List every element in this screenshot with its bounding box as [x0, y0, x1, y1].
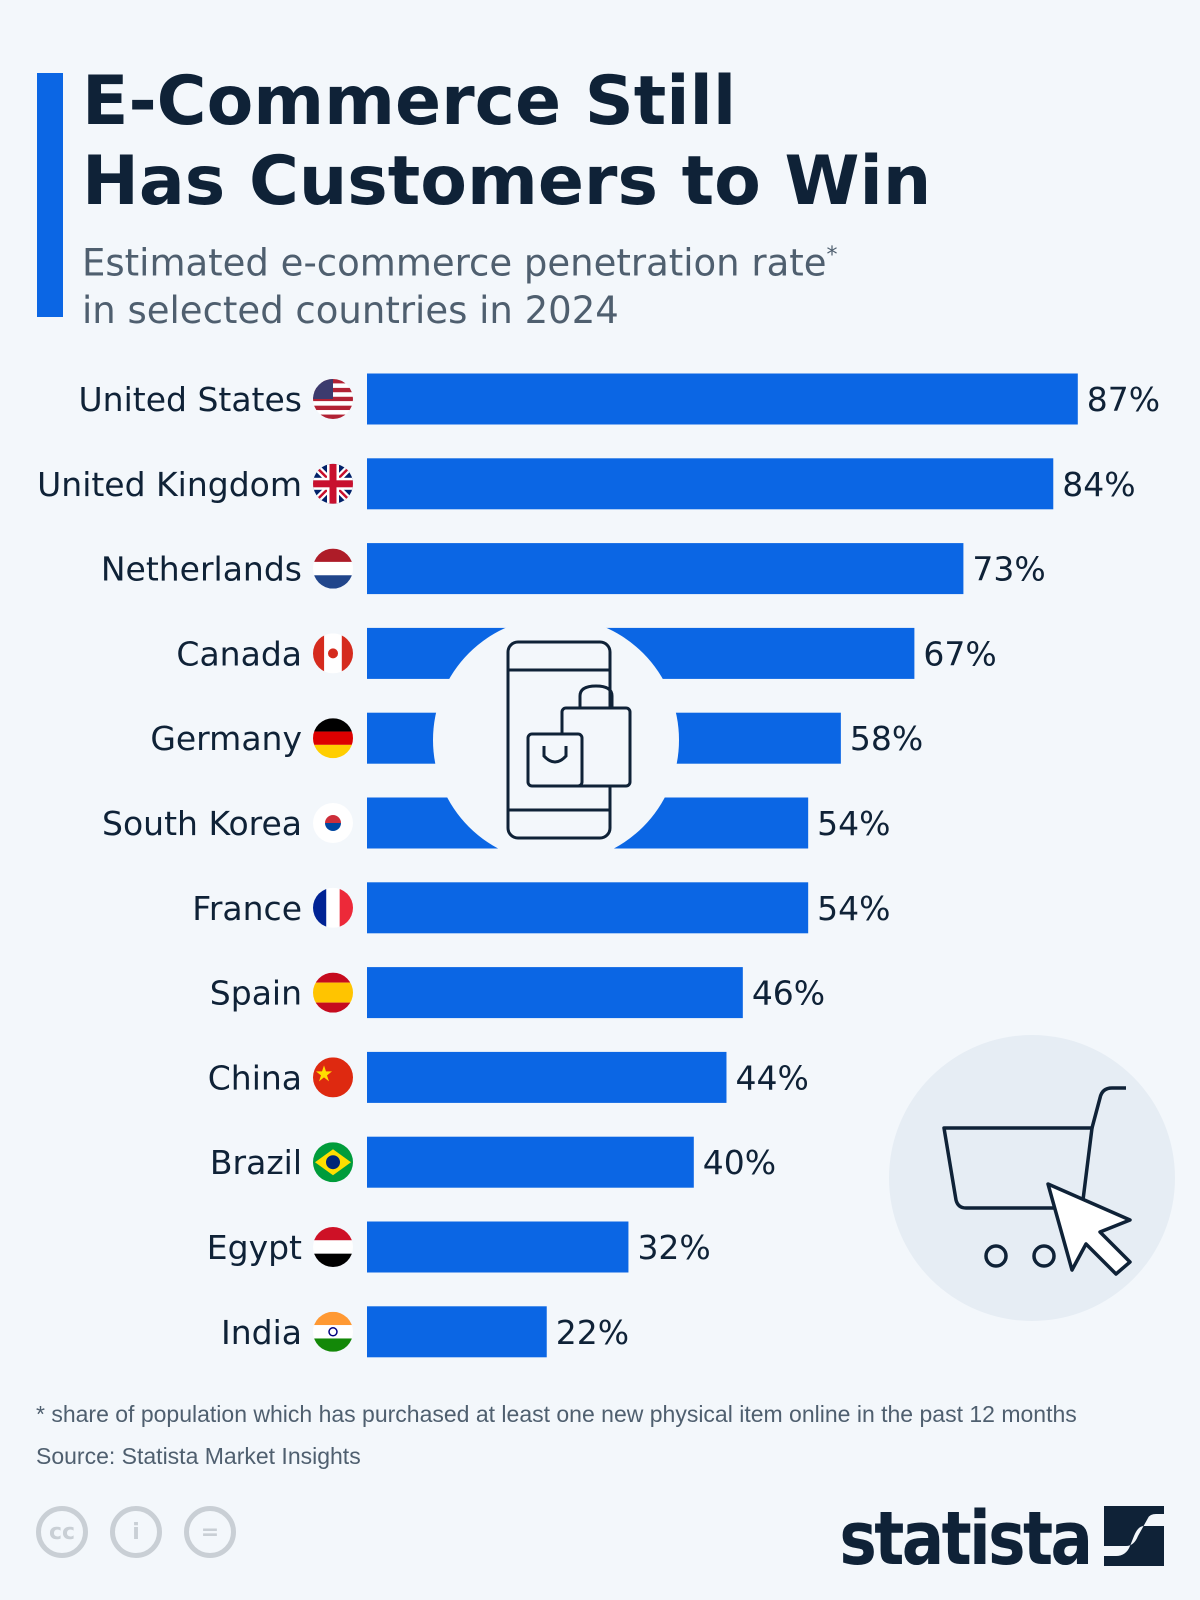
- south-korea-flag-icon: [313, 803, 353, 843]
- category-label: Germany: [150, 719, 302, 758]
- bar-row: 46% Spain: [210, 967, 825, 1019]
- brazil-flag-icon: [313, 1142, 353, 1183]
- chart-subtitle: Estimated e-commerce penetration rate* in…: [82, 232, 838, 335]
- category-label: China: [208, 1058, 302, 1097]
- cc-icon: cc: [36, 1506, 88, 1558]
- category-label: France: [192, 889, 302, 928]
- germany-flag-icon: [313, 718, 353, 759]
- category-label: Egypt: [207, 1228, 302, 1267]
- bar: [367, 1051, 727, 1103]
- egypt-flag-icon: [313, 1227, 353, 1267]
- value-label: 54%: [817, 804, 890, 843]
- value-label: 46%: [752, 974, 825, 1013]
- category-label: Spain: [210, 974, 302, 1013]
- netherlands-flag-icon: [313, 548, 353, 589]
- value-label: 67%: [923, 634, 996, 673]
- bar-row: 40% Brazil: [210, 1136, 776, 1188]
- bar: [367, 1136, 694, 1188]
- value-label: 44%: [735, 1058, 808, 1097]
- value-label: 22%: [556, 1313, 629, 1352]
- subtitle-line-2: in selected countries in 2024: [82, 289, 619, 333]
- bar: [367, 543, 964, 595]
- bar-row: 32% Egypt: [207, 1221, 711, 1273]
- category-label: South Korea: [102, 804, 302, 843]
- nd-icon: =: [184, 1506, 236, 1558]
- value-label: 87%: [1087, 380, 1160, 419]
- phone-shopping-bag-icon: [433, 617, 679, 863]
- category-label: India: [221, 1313, 302, 1352]
- source: Source: Statista Market Insights: [36, 1443, 361, 1469]
- value-label: 73%: [972, 550, 1045, 589]
- value-label: 32%: [637, 1228, 710, 1267]
- bar-row: 22% India: [221, 1306, 629, 1358]
- statista-logo: statista: [838, 1496, 1093, 1582]
- title-line-1: E-Commerce Still: [82, 62, 737, 141]
- category-label: Netherlands: [101, 550, 302, 589]
- uk-flag-icon: [313, 463, 353, 504]
- chart-title: E-Commerce Still Has Customers to Win: [82, 62, 931, 222]
- value-label: 84%: [1062, 465, 1135, 504]
- bar: [367, 967, 743, 1019]
- statista-logo-mark-icon: [1104, 1506, 1164, 1566]
- title-line-2: Has Customers to Win: [82, 142, 932, 221]
- india-flag-icon: [313, 1311, 353, 1352]
- footnote: * share of population which has purchase…: [36, 1401, 1077, 1427]
- spain-flag-icon: [313, 972, 353, 1013]
- by-icon: i: [110, 1506, 162, 1558]
- category-label: United States: [79, 380, 302, 419]
- china-flag-icon: [313, 1057, 353, 1098]
- value-label: 58%: [850, 719, 923, 758]
- us-flag-icon: [313, 379, 353, 419]
- bar: [367, 882, 809, 934]
- shopping-cart-cursor-icon: [889, 1035, 1175, 1321]
- bar-row: 54% France: [192, 882, 891, 934]
- category-label: Brazil: [210, 1143, 302, 1182]
- france-flag-icon: [313, 887, 353, 928]
- bar: [367, 373, 1078, 425]
- value-label: 40%: [703, 1143, 776, 1182]
- bar-chart: 87% United States 84% United Kingdom 73% Neth…: [37, 373, 1175, 1358]
- value-label: 54%: [817, 889, 890, 928]
- bar: [367, 1221, 629, 1273]
- bar-row: 44% China: [208, 1051, 809, 1103]
- bar: [367, 1306, 547, 1358]
- title-accent-bar: [37, 73, 63, 317]
- subtitle-line-1: Estimated e-commerce penetration rate: [82, 241, 827, 285]
- canada-flag-icon: [313, 633, 353, 674]
- category-label: United Kingdom: [37, 465, 302, 504]
- subtitle-asterisk: *: [826, 243, 838, 268]
- bar: [367, 458, 1054, 510]
- category-label: Canada: [176, 634, 302, 673]
- bar-row: 84% United Kingdom: [37, 458, 1136, 510]
- bar-row: 73% Netherlands: [101, 543, 1046, 595]
- bar-row: 87% United States: [79, 373, 1160, 425]
